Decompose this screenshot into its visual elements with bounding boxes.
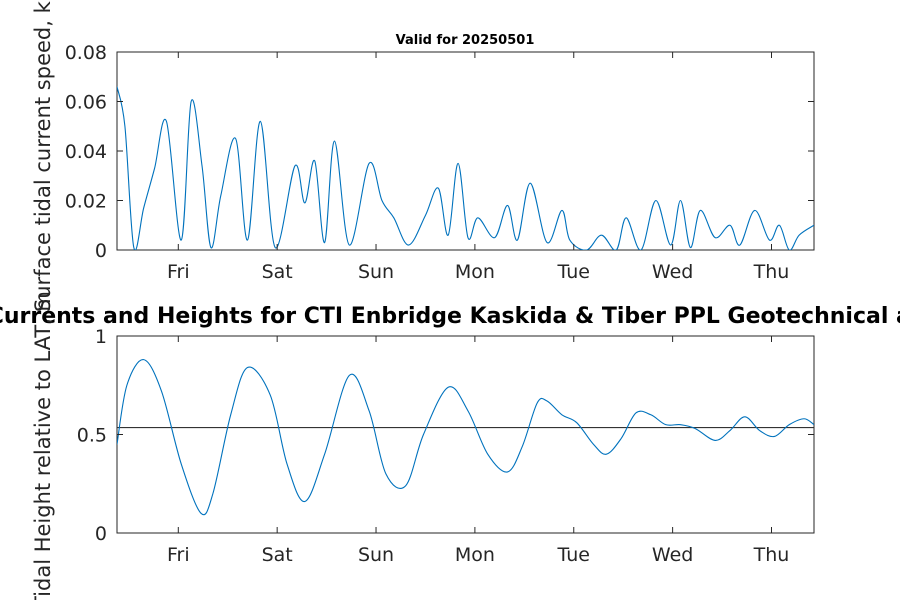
tidal-height-chart: Currents and Heights for CTI Enbridge Ka… (0, 291, 900, 600)
height-ytick-label: 0.5 (77, 425, 107, 447)
height-ytick-label: 0 (95, 523, 107, 545)
height-xtick-label: Mon (455, 544, 495, 566)
height-xtick-label: Fri (167, 544, 190, 566)
height-xtick-label: Wed (652, 544, 693, 566)
current-xtick-label: Tue (557, 261, 590, 283)
height-xtick-label: Sat (262, 544, 293, 566)
current-speed-chart: Valid for 20250501 Surface tidal current… (31, 0, 815, 312)
current-ytick-label: 0.06 (65, 92, 107, 114)
current-xtick-label: Sat (262, 261, 293, 283)
height-chart-ylabel: Tidal Height relative to LAT, m (31, 291, 55, 600)
current-xtick-label: Sun (358, 261, 394, 283)
height-axes-box (116, 335, 815, 534)
current-series-line (117, 86, 814, 250)
height-chart-title: Currents and Heights for CTI Enbridge Ka… (0, 304, 900, 329)
current-chart-title: Valid for 20250501 (396, 33, 535, 48)
current-xtick-label: Thu (753, 261, 790, 283)
height-ytick-label: 1 (95, 326, 107, 348)
height-xtick-label: Sun (358, 544, 394, 566)
current-ytick-label: 0.02 (65, 191, 107, 213)
current-xtick-label: Mon (455, 261, 495, 283)
current-xtick-label: Wed (652, 261, 693, 283)
height-xtick-label: Tue (557, 544, 590, 566)
current-ytick-label: 0.04 (65, 141, 107, 163)
current-xtick-label: Fri (167, 261, 190, 283)
height-series-line (117, 359, 814, 516)
current-chart-ylabel: Surface tidal current speed, kn (31, 0, 55, 312)
height-xtick-label: Thu (753, 544, 790, 566)
current-ytick-label: 0 (95, 240, 107, 262)
current-ytick-label: 0.08 (65, 42, 107, 64)
